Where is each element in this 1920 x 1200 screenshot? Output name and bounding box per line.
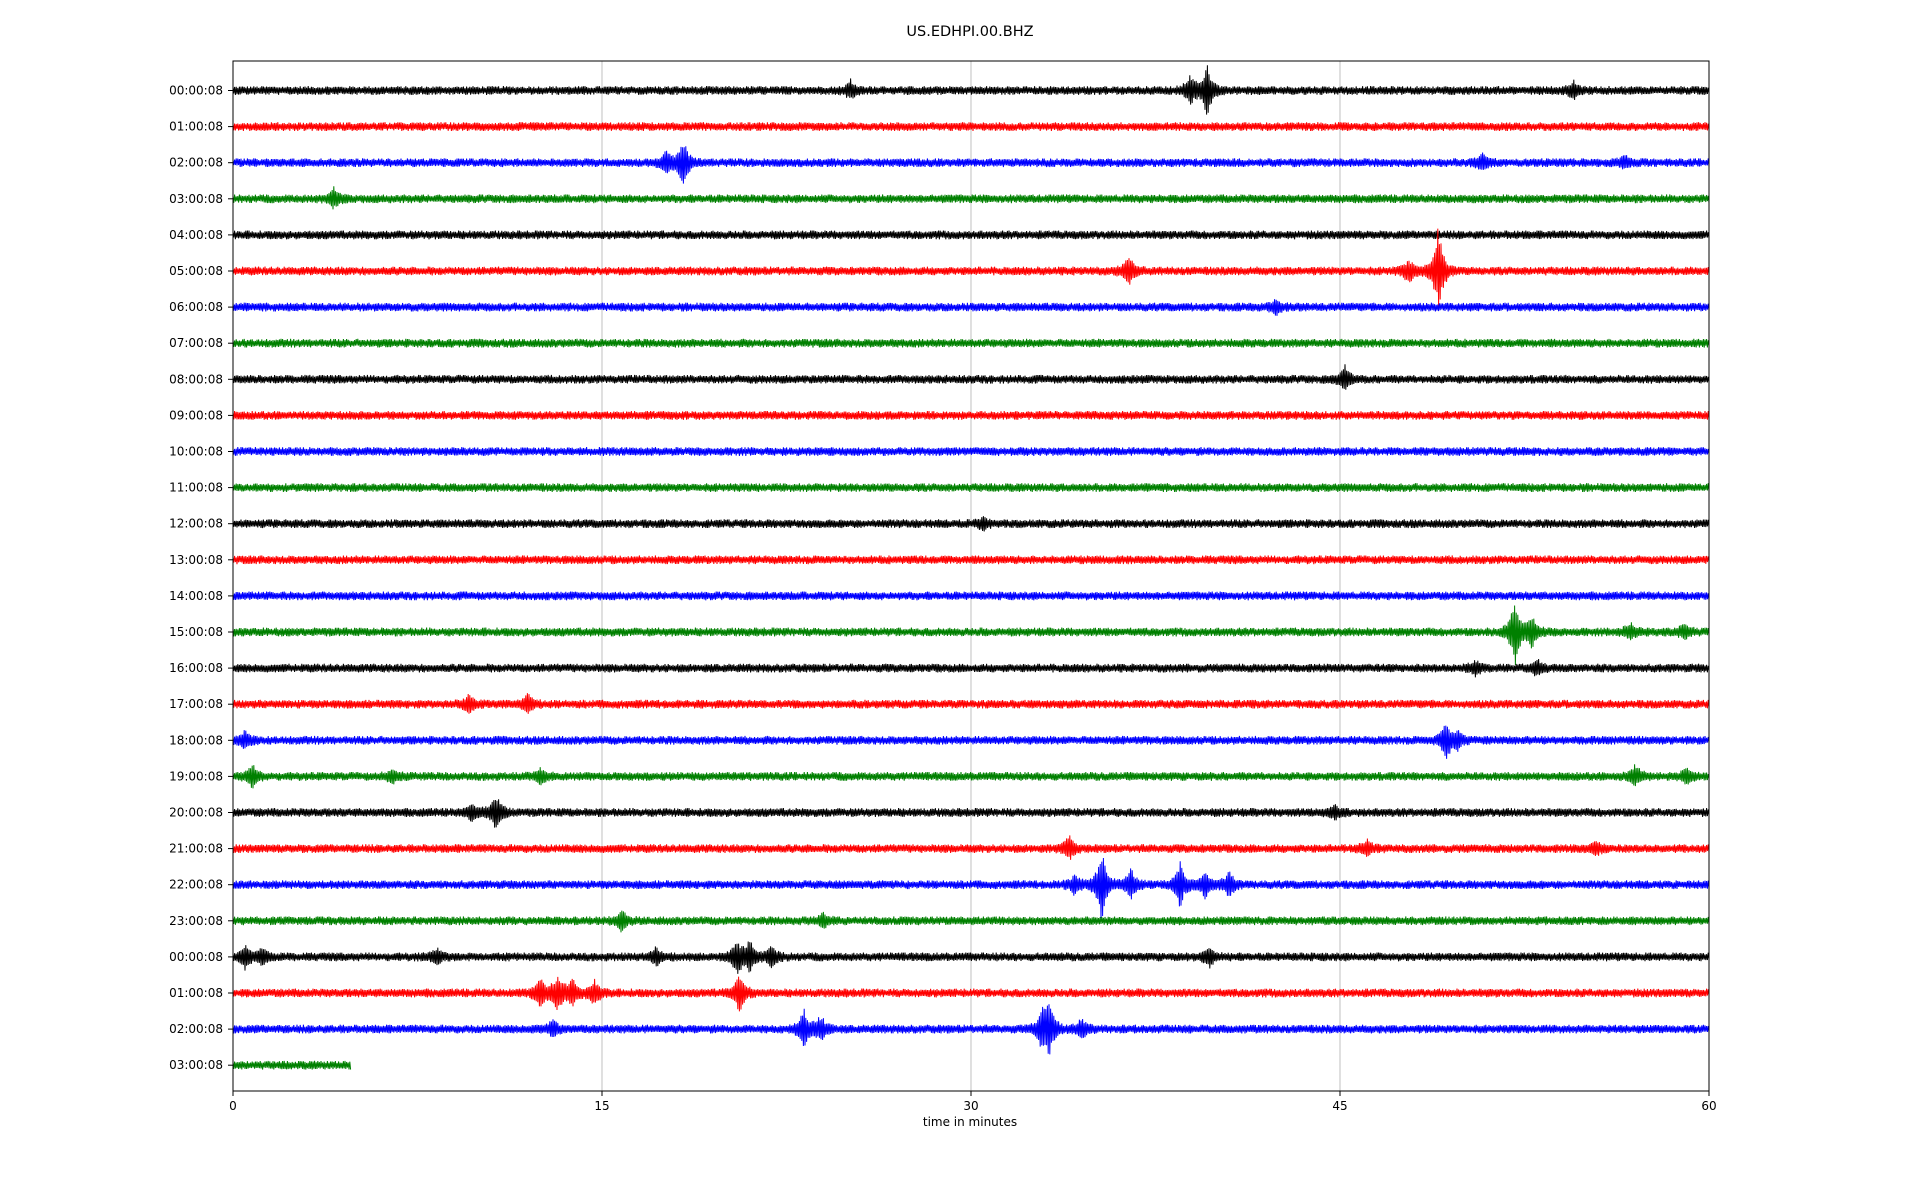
x-axis-label: time in minutes [923, 1115, 1017, 1129]
trace-line [232, 764, 1710, 789]
y-tick-label: 23:00:08 [169, 914, 223, 928]
x-tick-labels: 0 15 30 45 60 [229, 1091, 1717, 1113]
chart-title: US.EDHPI.00.BHZ [906, 24, 1033, 40]
plot-frame [232, 60, 1710, 1092]
y-tick-label: 04:00:08 [169, 228, 223, 242]
y-tick-label: 16:00:08 [169, 661, 223, 675]
trace-line [232, 230, 1710, 240]
trace-line [232, 1004, 1710, 1055]
trace-line [232, 122, 1710, 132]
y-tick-label: 00:00:08 [169, 84, 223, 98]
y-tick-label: 18:00:08 [169, 733, 223, 747]
y-tick-label: 07:00:08 [169, 336, 223, 350]
trace-line [232, 910, 1710, 933]
y-tick-label: 01:00:08 [169, 120, 223, 134]
grid-layer [601, 61, 1341, 1091]
trace-line [232, 976, 1710, 1012]
x-tick-label: 15 [594, 1099, 609, 1113]
trace-line [232, 725, 1710, 759]
trace-line [232, 338, 1710, 348]
trace-line [232, 693, 1710, 714]
y-tick-label: 21:00:08 [169, 842, 223, 856]
x-tick-label: 0 [229, 1099, 237, 1113]
y-tick-label: 20:00:08 [169, 806, 223, 820]
x-tick-label: 45 [1332, 1099, 1347, 1113]
y-tick-label: 02:00:08 [169, 1022, 223, 1036]
trace-line [232, 835, 1710, 860]
y-tick-labels: 00:00:08 01:00:08 02:00:08 03:00:08 04:00:08… [169, 84, 233, 1072]
y-tick-label: 15:00:08 [169, 625, 223, 639]
trace-line [232, 605, 1710, 666]
y-tick-label: 13:00:08 [169, 553, 223, 567]
trace-line [232, 299, 1710, 316]
trace-line [232, 591, 1710, 601]
trace-line [232, 186, 1710, 210]
y-tick-label: 05:00:08 [169, 264, 223, 278]
trace-line [232, 364, 1710, 390]
trace-layer [232, 65, 1710, 1070]
y-tick-label: 03:00:08 [169, 1058, 223, 1072]
y-tick-label: 22:00:08 [169, 878, 223, 892]
x-tick-label: 60 [1701, 1099, 1716, 1113]
y-tick-label: 01:00:08 [169, 986, 223, 1000]
y-tick-label: 00:00:08 [169, 950, 223, 964]
y-tick-label: 19:00:08 [169, 769, 223, 783]
y-tick-label: 09:00:08 [169, 408, 223, 422]
y-tick-label: 03:00:08 [169, 192, 223, 206]
y-tick-label: 14:00:08 [169, 589, 223, 603]
trace-line [232, 65, 1710, 115]
y-tick-label: 08:00:08 [169, 372, 223, 386]
trace-line [232, 228, 1710, 308]
trace-line [232, 516, 1710, 532]
y-tick-label: 10:00:08 [169, 445, 223, 459]
y-tick-label: 12:00:08 [169, 517, 223, 531]
trace-line [232, 941, 1710, 974]
y-tick-label: 11:00:08 [169, 481, 223, 495]
trace-line [232, 410, 1710, 420]
trace-line [232, 658, 1710, 678]
x-tick-label: 30 [963, 1099, 978, 1113]
y-tick-label: 17:00:08 [169, 697, 223, 711]
y-tick-label: 02:00:08 [169, 156, 223, 170]
trace-line [232, 799, 1710, 828]
trace-line [232, 857, 1710, 919]
trace-line [232, 555, 1710, 565]
trace-line [232, 146, 1710, 184]
trace-line [232, 447, 1710, 456]
trace-line [232, 1060, 352, 1070]
trace-line [232, 483, 1710, 493]
y-tick-label: 06:00:08 [169, 300, 223, 314]
